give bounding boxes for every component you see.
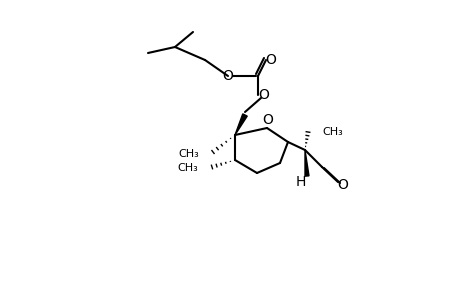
Text: O: O bbox=[262, 113, 273, 127]
Polygon shape bbox=[304, 150, 308, 176]
Text: O: O bbox=[222, 69, 233, 83]
Polygon shape bbox=[235, 114, 246, 135]
Text: CH₃: CH₃ bbox=[321, 127, 342, 137]
Text: CH₃: CH₃ bbox=[178, 149, 199, 159]
Text: O: O bbox=[337, 178, 347, 192]
Text: CH₃: CH₃ bbox=[177, 163, 197, 173]
Text: H: H bbox=[295, 175, 306, 189]
Text: O: O bbox=[265, 53, 276, 67]
Text: O: O bbox=[258, 88, 269, 102]
